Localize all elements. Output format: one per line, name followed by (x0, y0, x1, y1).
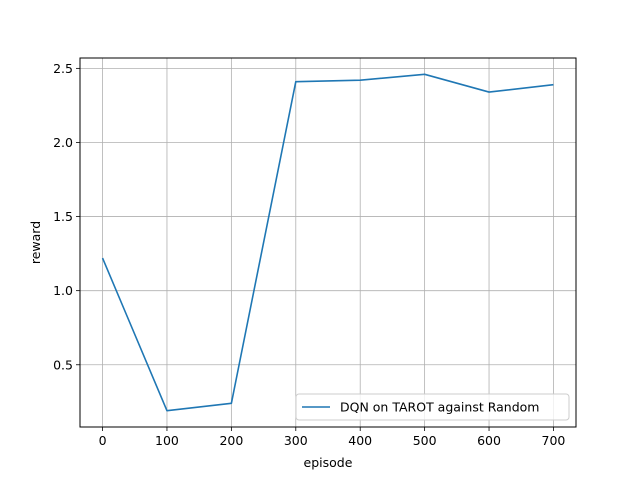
x-tick-label: 100 (155, 433, 179, 448)
y-axis-label: reward (28, 221, 43, 264)
series-line (101, 73, 554, 412)
x-tick-label: 500 (413, 433, 437, 448)
x-tick-label: 0 (99, 433, 107, 448)
y-axis: 0.5 1.0 1.5 2.0 2.5 (53, 61, 80, 372)
x-axis-label: episode (304, 455, 353, 470)
x-axis: 0 100 200 300 400 500 600 700 (99, 427, 566, 448)
legend-box (295, 393, 570, 421)
y-tick-label: 1.0 (53, 283, 73, 298)
legend-entry-label: DQN on TAROT against Random (340, 400, 539, 415)
y-tick-label: 0.5 (53, 357, 73, 372)
y-tick-label: 2.5 (53, 61, 73, 76)
x-tick-label: 400 (348, 433, 372, 448)
plot-frame (79, 57, 577, 428)
x-tick-label: 200 (219, 433, 243, 448)
legend: DQN on TAROT against Random (295, 393, 570, 421)
grid (80, 58, 576, 427)
x-tick-label: 300 (284, 433, 308, 448)
y-tick-label: 1.5 (53, 209, 73, 224)
series-layer (101, 73, 554, 412)
y-tick-label: 2.0 (53, 135, 73, 150)
x-tick-label: 600 (477, 433, 501, 448)
x-tick-label: 700 (542, 433, 566, 448)
